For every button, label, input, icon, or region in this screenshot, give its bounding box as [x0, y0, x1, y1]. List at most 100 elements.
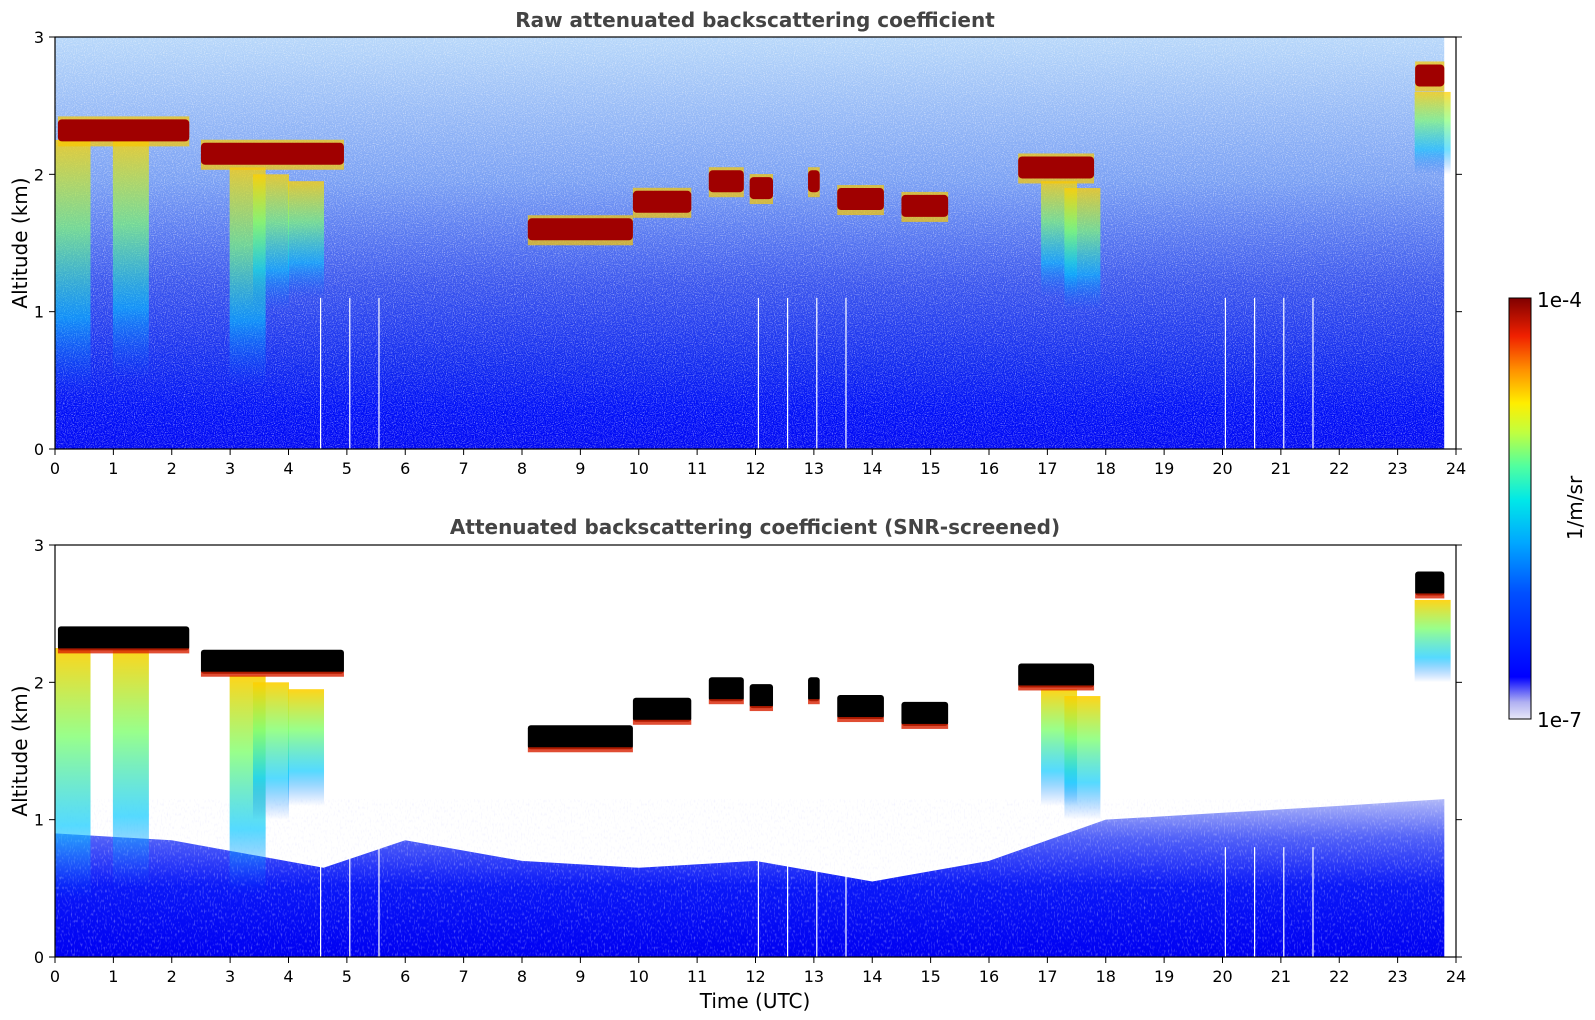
cloud-layer	[57, 119, 190, 142]
x-tick-label: 17	[1037, 967, 1057, 986]
colorbar-min-label: 1e-7	[1537, 708, 1582, 732]
x-tick-label: 0	[50, 459, 60, 478]
x-tick-label: 10	[629, 459, 649, 478]
snr-panel-title: Attenuated backscattering coefficient (S…	[450, 515, 1060, 539]
x-tick-label: 18	[1096, 459, 1116, 478]
screened-cloud-base	[527, 747, 633, 753]
colorbar-unit-label: 1/m/sr	[1563, 475, 1587, 540]
x-tick-label: 12	[745, 459, 765, 478]
x-tick-label: 15	[920, 967, 940, 986]
screened-cloud-base	[1018, 685, 1095, 691]
cloud-layer	[708, 170, 744, 193]
x-tick-label: 24	[1446, 967, 1466, 986]
x-tick-label: 15	[920, 459, 940, 478]
cloud-layer	[1018, 156, 1095, 179]
x-tick-label: 10	[629, 967, 649, 986]
x-tick-label: 13	[804, 967, 824, 986]
screened-precipitation-shaft	[1414, 599, 1451, 683]
x-tick-label: 14	[862, 967, 882, 986]
screened-cloud-base	[632, 719, 692, 725]
x-tick-label: 1	[108, 459, 118, 478]
screened-cloud-layer	[749, 684, 774, 709]
x-tick-label: 19	[1154, 459, 1174, 478]
x-tick-label: 2	[167, 459, 177, 478]
colorbar: 1e-4 1e-7 1/m/sr	[1508, 288, 1587, 732]
x-tick-label: 9	[575, 967, 585, 986]
cloud-layer	[1415, 64, 1445, 87]
x-tick-label: 8	[517, 967, 527, 986]
x-tick-label: 7	[459, 967, 469, 986]
precipitation-shaft	[1414, 91, 1451, 175]
screened-cloud-base	[57, 648, 190, 654]
x-tick-label: 14	[862, 459, 882, 478]
x-tick-label: 23	[1387, 967, 1407, 986]
y-tick-label: 0	[34, 948, 44, 967]
raw-no-data-region	[1444, 37, 1456, 449]
screened-cloud-base	[200, 671, 344, 677]
x-tick-label: 9	[575, 459, 585, 478]
x-tick-label: 21	[1271, 967, 1291, 986]
screened-cloud-layer	[708, 677, 744, 702]
raw-y-axis-label: Altitude (km)	[8, 177, 32, 308]
screened-cloud-base	[901, 723, 949, 729]
x-tick-label: 18	[1096, 967, 1116, 986]
cloud-layer	[632, 190, 692, 213]
x-tick-label: 0	[50, 967, 60, 986]
screened-cloud-layer	[837, 695, 884, 720]
y-tick-label: 1	[34, 303, 44, 322]
y-tick-label: 3	[34, 536, 44, 555]
screened-cloud-layer	[632, 697, 692, 722]
cloud-layer	[749, 177, 774, 200]
cloud-layer	[808, 170, 820, 193]
x-tick-label: 7	[459, 459, 469, 478]
x-tick-label: 3	[225, 967, 235, 986]
snr-screened-panel: Attenuated backscattering coefficient (S…	[8, 515, 1466, 1013]
x-tick-label: 16	[979, 459, 999, 478]
x-tick-label: 6	[400, 459, 410, 478]
cloud-layer	[200, 142, 344, 165]
screened-cloud-layer	[200, 649, 344, 674]
precipitation-shaft	[1064, 188, 1101, 312]
y-tick-label: 0	[34, 440, 44, 459]
screened-cloud-layer	[808, 677, 820, 702]
x-tick-label: 5	[342, 967, 352, 986]
y-tick-label: 2	[34, 673, 44, 692]
colorbar-gradient	[1508, 297, 1532, 720]
y-tick-label: 3	[34, 28, 44, 47]
x-tick-label: 24	[1446, 459, 1466, 478]
x-tick-label: 22	[1329, 967, 1349, 986]
precipitation-shaft	[252, 174, 289, 312]
x-tick-label: 12	[745, 967, 765, 986]
x-tick-label: 2	[167, 967, 177, 986]
x-tick-label: 6	[400, 967, 410, 986]
colorbar-max-label: 1e-4	[1537, 288, 1582, 312]
precipitation-shaft	[55, 140, 91, 395]
screened-cloud-base	[708, 699, 744, 705]
screened-cloud-base	[808, 699, 820, 705]
x-tick-label: 20	[1212, 459, 1232, 478]
x-tick-label: 13	[804, 459, 824, 478]
y-tick-label: 2	[34, 165, 44, 184]
screened-precipitation-shaft	[112, 648, 149, 889]
x-tick-label: 23	[1387, 459, 1407, 478]
screened-precipitation-shaft	[288, 689, 325, 806]
snr-y-axis-label: Altitude (km)	[8, 685, 32, 816]
x-tick-label: 17	[1037, 459, 1057, 478]
screened-precipitation-shaft	[1064, 696, 1101, 820]
x-tick-label: 8	[517, 459, 527, 478]
x-tick-label: 11	[687, 459, 707, 478]
raw-backscatter-panel: Raw attenuated backscattering coefficien…	[8, 8, 1466, 478]
precipitation-shaft	[288, 181, 325, 298]
snr-boundary-layer-texture	[55, 799, 1445, 957]
cloud-layer	[837, 188, 884, 211]
x-tick-label: 16	[979, 967, 999, 986]
screened-cloud-layer	[901, 701, 949, 726]
x-axis-label: Time (UTC)	[699, 989, 811, 1013]
x-tick-label: 22	[1329, 459, 1349, 478]
x-tick-label: 11	[687, 967, 707, 986]
x-tick-label: 4	[283, 459, 293, 478]
x-tick-label: 5	[342, 459, 352, 478]
screened-cloud-base	[837, 717, 884, 723]
screened-cloud-layer	[57, 626, 190, 651]
